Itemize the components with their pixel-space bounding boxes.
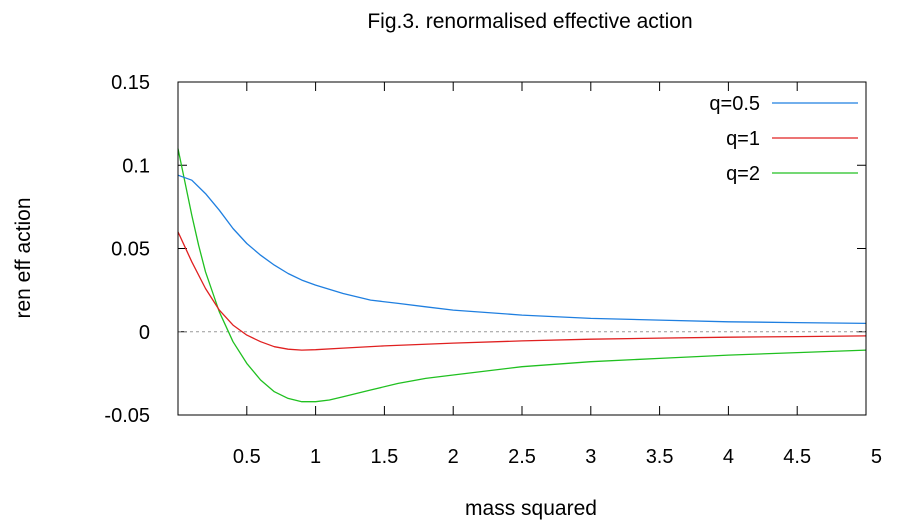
x-tick-label: 0.5	[233, 446, 261, 468]
series-lines	[177, 148, 867, 403]
x-axis-label: mass squared	[465, 497, 597, 520]
y-tick-label: 0.05	[111, 239, 150, 261]
x-tick-label: 5	[871, 446, 882, 468]
y-tick-label: 0.1	[122, 155, 150, 177]
x-tick-label: 1.5	[370, 446, 398, 468]
x-tick-label: 4	[723, 446, 734, 468]
x-axis-ticks: 0.5 1 1.5 2 2.5 3 3.5 4 4.5 5	[233, 82, 882, 468]
series-line-q-1	[177, 231, 867, 351]
plot-area-frame	[177, 81, 867, 416]
legend: q=0.5 q=1 q=2	[709, 93, 858, 185]
legend-label: q=2	[726, 163, 760, 185]
chart-title: Fig.3. renormalised effective action	[367, 10, 692, 33]
x-tick-label: 1	[310, 446, 321, 468]
y-axis-ticks: -0.05 0 0.05 0.1 0.15	[104, 72, 866, 427]
y-axis-label: ren eff action	[12, 197, 35, 318]
y-tick-label: -0.05	[104, 405, 150, 427]
x-tick-label: 4.5	[783, 446, 811, 468]
y-tick-label: 0.15	[111, 72, 150, 94]
y-tick-label: 0	[139, 322, 150, 344]
x-tick-label: 2.5	[508, 446, 536, 468]
x-tick-label: 3	[585, 446, 596, 468]
legend-label: q=1	[726, 128, 760, 150]
series-line-q-2	[177, 148, 867, 403]
x-tick-label: 2	[448, 446, 459, 468]
x-tick-label: 3.5	[646, 446, 674, 468]
series-line-q-0-5	[177, 174, 867, 325]
legend-label: q=0.5	[709, 93, 760, 115]
